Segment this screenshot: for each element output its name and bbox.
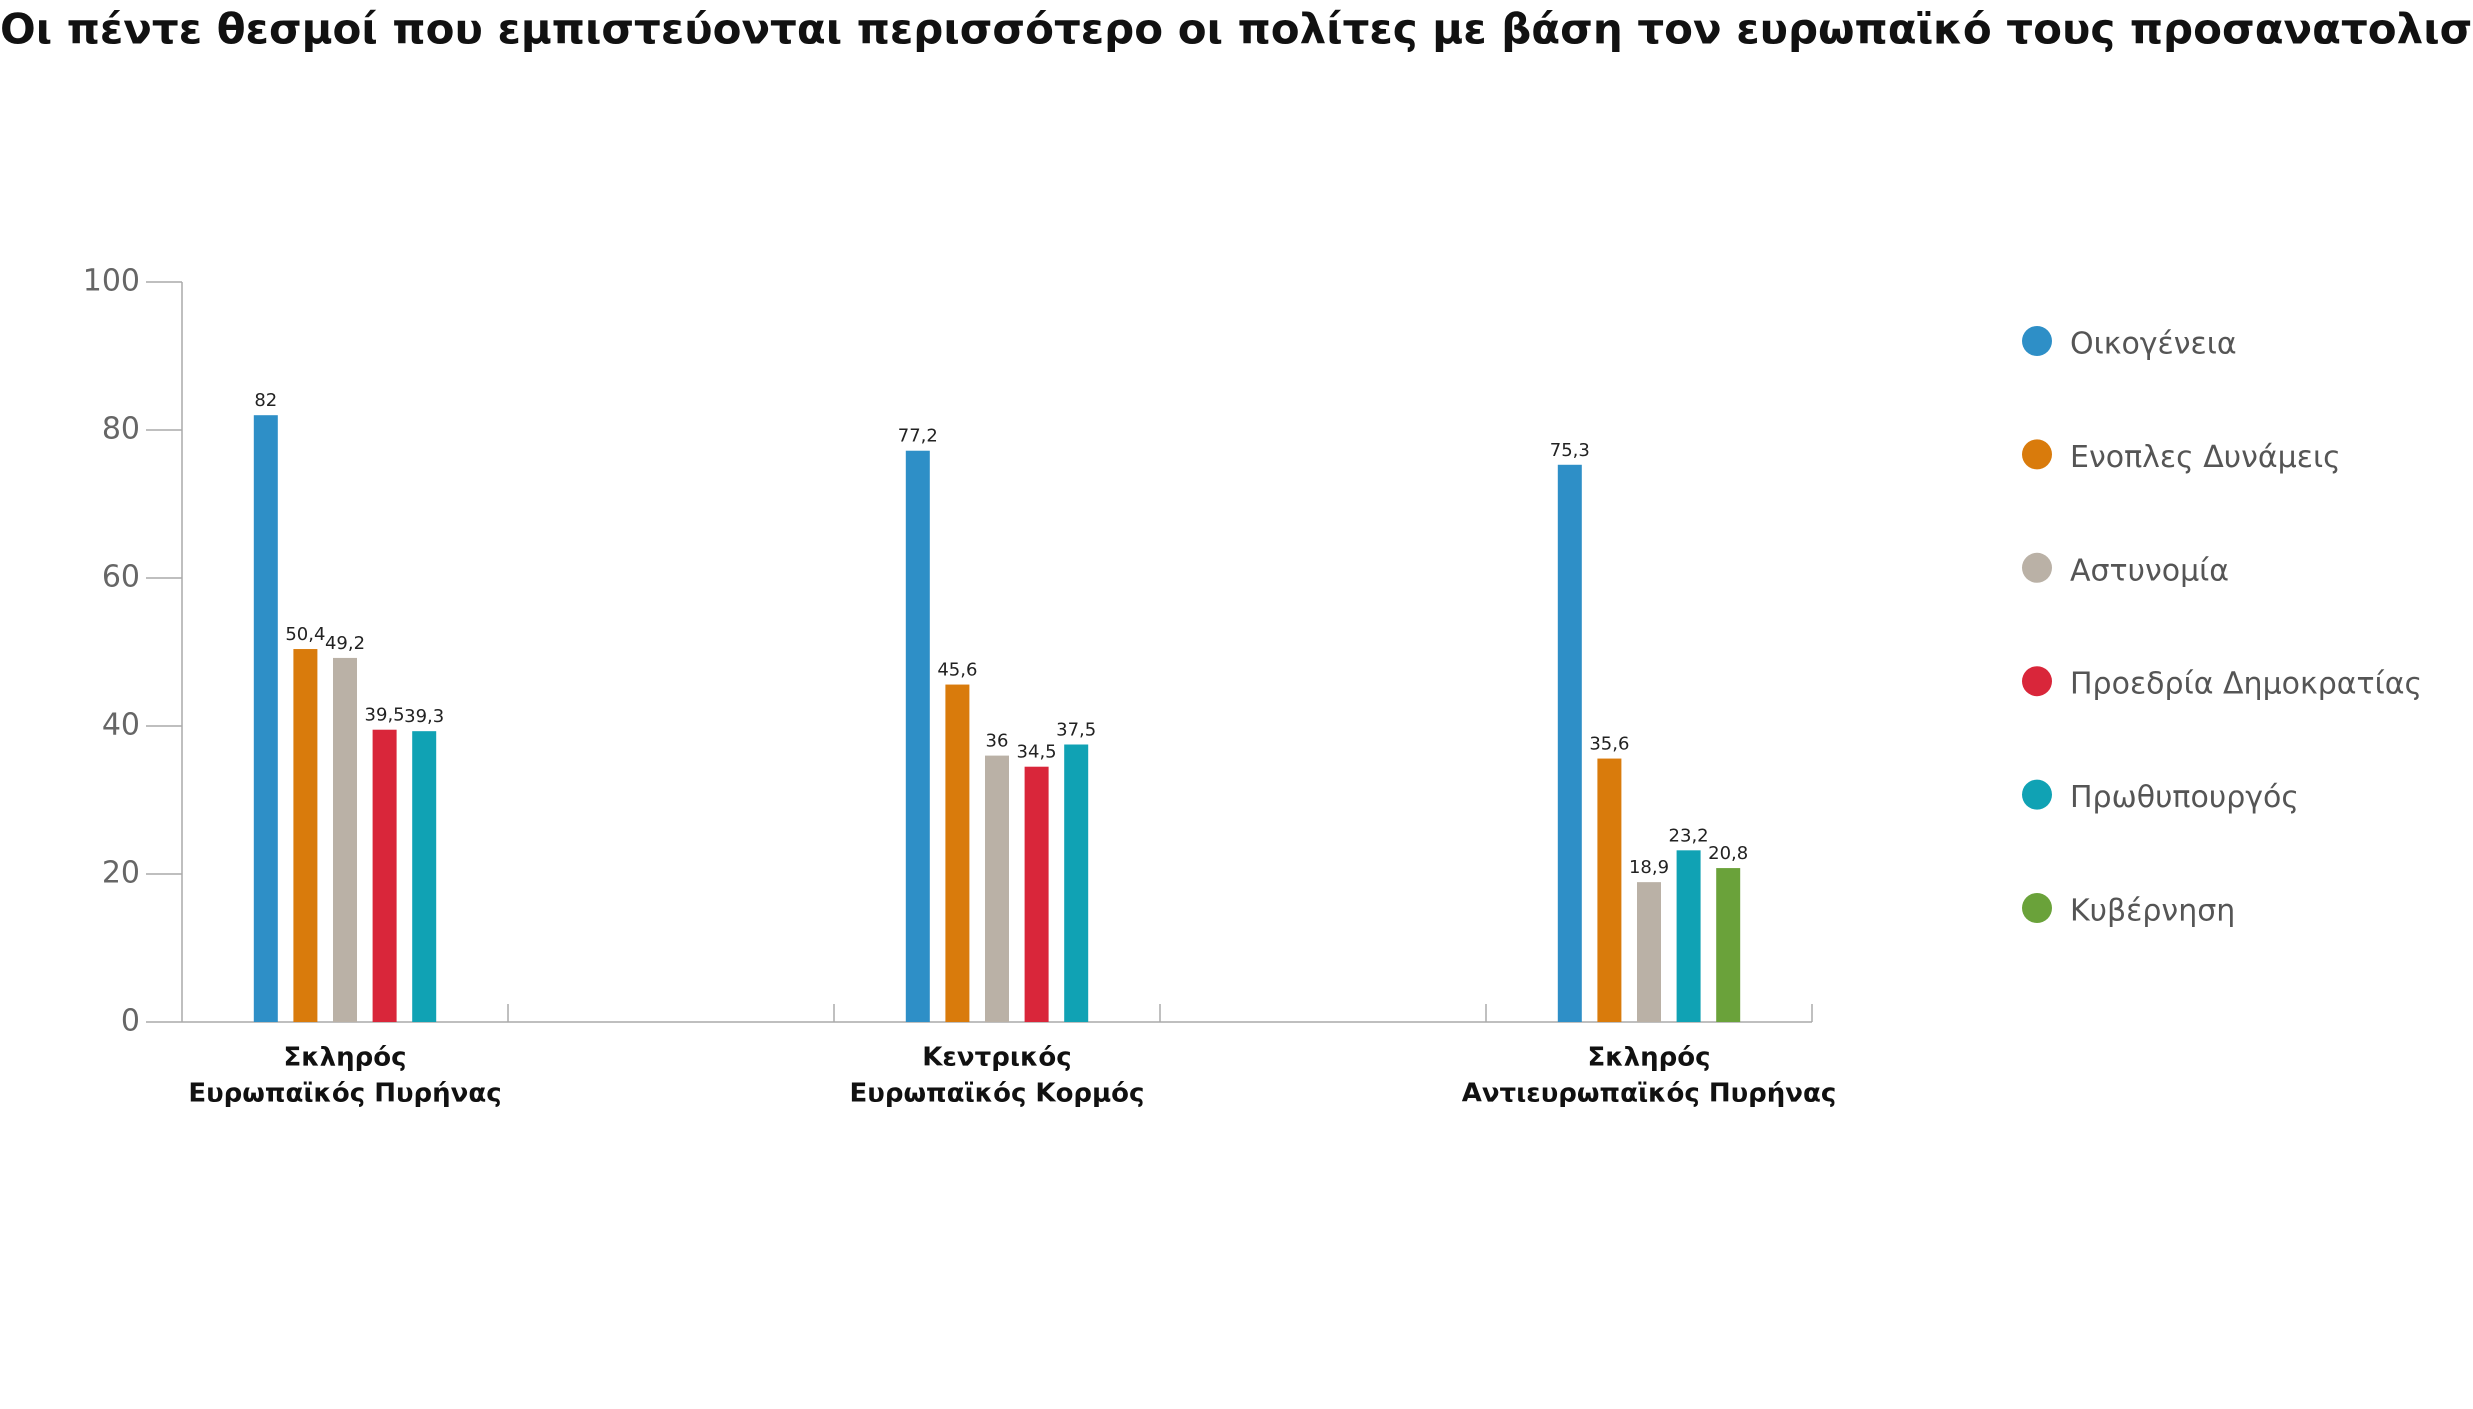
value-label: 45,6 xyxy=(937,660,977,681)
legend-label: Οικογένεια xyxy=(2070,327,2237,362)
bar xyxy=(905,450,930,1023)
y-tick-label: 40 xyxy=(102,708,140,743)
bar xyxy=(372,729,397,1022)
y-tick-label: 80 xyxy=(102,412,140,447)
legend-label: Κυβέρνηση xyxy=(2070,894,2235,929)
value-label: 35,6 xyxy=(1589,734,1629,755)
x-tick-label: Αντιευρωπαϊκός Πυρήνας xyxy=(1462,1079,1837,1109)
x-tick-label: Σκληρός xyxy=(283,1043,406,1073)
value-label: 37,5 xyxy=(1056,720,1096,741)
legend-marker xyxy=(2022,326,2052,356)
bar xyxy=(1064,744,1089,1022)
legend-label: Ενοπλες Δυνάμεις xyxy=(2070,440,2341,475)
y-tick-label: 100 xyxy=(83,264,140,299)
value-label: 39,3 xyxy=(404,706,444,727)
bar xyxy=(1716,868,1741,1022)
bar xyxy=(1024,766,1049,1022)
legend-marker xyxy=(2022,666,2052,697)
x-tick-label: Ευρωπαϊκός Κορμός xyxy=(850,1079,1145,1109)
bar xyxy=(945,684,970,1022)
legend-label: Αστυνομία xyxy=(2070,553,2229,588)
legend-marker xyxy=(2022,893,2052,923)
y-tick-label: 0 xyxy=(121,1004,140,1039)
bar xyxy=(985,755,1009,1022)
value-label: 18,9 xyxy=(1629,857,1669,878)
legend-label: Πρωθυπουργός xyxy=(2070,780,2299,815)
bar xyxy=(1597,758,1622,1022)
value-label: 77,2 xyxy=(898,426,938,447)
value-label: 82 xyxy=(254,390,277,411)
legend-marker xyxy=(2022,439,2052,470)
bar xyxy=(1637,882,1661,1022)
legend-marker xyxy=(2022,552,2052,583)
bar xyxy=(1676,850,1701,1022)
bar xyxy=(253,415,278,1022)
chart-title: Οι πέντε θεσμοί που εμπιστεύονται περισσ… xyxy=(0,5,2473,54)
bar xyxy=(293,649,318,1022)
value-label: 39,5 xyxy=(365,705,405,726)
x-tick-label: Ευρωπαϊκός Πυρήνας xyxy=(188,1079,501,1109)
bar xyxy=(333,657,357,1022)
value-label: 34,5 xyxy=(1017,742,1057,763)
value-label: 20,8 xyxy=(1708,843,1748,864)
bar xyxy=(412,731,437,1022)
value-label: 49,2 xyxy=(325,633,365,654)
x-tick-label: Κεντρικός xyxy=(922,1043,1071,1073)
value-label: 50,4 xyxy=(285,624,325,645)
x-tick-label: Σκληρός xyxy=(1587,1043,1710,1073)
legend-marker xyxy=(2022,779,2052,810)
y-tick-label: 60 xyxy=(102,560,140,595)
bar xyxy=(1557,464,1582,1022)
legend-label: Προεδρία Δημοκρατίας xyxy=(2070,667,2422,702)
value-label: 23,2 xyxy=(1669,825,1709,846)
y-tick-label: 20 xyxy=(102,856,140,891)
value-label: 36 xyxy=(986,731,1009,752)
value-label: 75,3 xyxy=(1550,440,1590,461)
